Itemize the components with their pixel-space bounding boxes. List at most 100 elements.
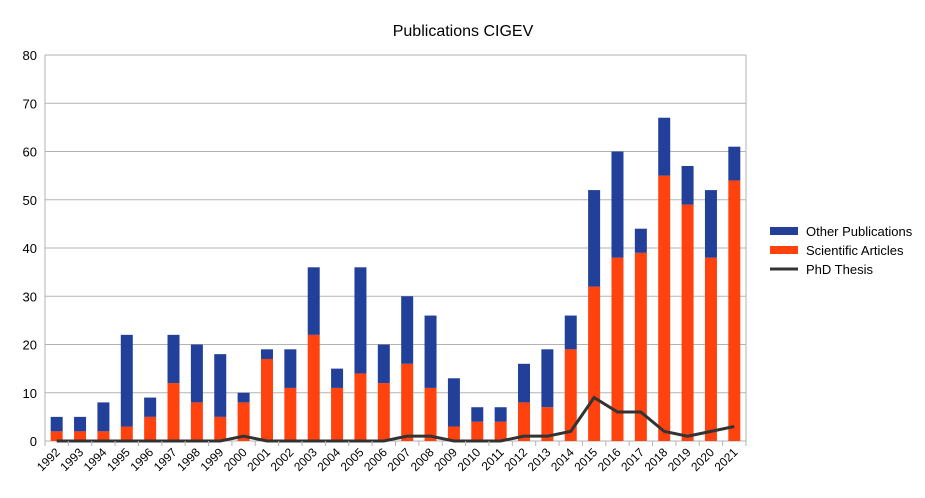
x-tick-label: 2001 [244,445,273,474]
bar-other-publications [190,344,203,403]
bar-scientific-articles [50,431,63,441]
bar-scientific-articles [377,383,390,441]
bar-scientific-articles [74,431,87,441]
bar-other-publications [50,416,63,432]
bar-scientific-articles [167,383,180,441]
bar-other-publications [214,354,227,417]
x-tick-label: 1995 [104,445,133,474]
y-tick-label: 10 [23,386,37,401]
bar-other-publications [471,407,484,422]
bar-other-publications [401,296,414,364]
bar-scientific-articles [704,257,717,441]
y-tick-label: 50 [23,193,37,208]
x-tick-label: 2013 [525,445,554,474]
bar-other-publications [447,378,460,427]
y-tick-label: 20 [23,338,37,353]
bar-scientific-articles [284,387,297,441]
x-tick-label: 1993 [57,445,86,474]
y-tick-label: 80 [23,48,37,63]
bar-other-publications [120,334,133,427]
bar-other-publications [681,165,694,205]
bar-scientific-articles [588,286,601,441]
bar-scientific-articles [471,421,484,441]
x-tick-label: 2018 [642,445,671,474]
bar-other-publications [704,190,717,258]
x-tick-label: 2017 [618,445,647,474]
bar-scientific-articles [214,416,227,441]
x-tick-label: 2021 [712,445,741,474]
x-tick-label: 1999 [198,445,227,474]
bar-other-publications [331,368,344,388]
bar-other-publications [237,392,250,403]
bar-other-publications [494,407,507,422]
legend-label: Scientific Articles [806,243,904,258]
bar-scientific-articles [144,416,157,441]
bar-scientific-articles [541,407,554,441]
y-tick-label: 0 [30,434,37,449]
legend-label: PhD Thesis [806,262,873,277]
bar-other-publications [144,397,157,417]
bar-scientific-articles [634,252,647,441]
bar-scientific-articles [307,334,320,441]
x-tick-label: 1997 [151,445,180,474]
bar-scientific-articles [611,257,624,441]
bar-scientific-articles [260,358,273,441]
bar-scientific-articles [658,175,671,441]
x-tick-label: 1996 [127,445,156,474]
bar-scientific-articles [447,426,460,441]
bar-other-publications [167,334,180,384]
bar-other-publications [541,349,554,408]
bar-scientific-articles [120,426,133,441]
y-tick-label: 40 [23,241,37,256]
bar-other-publications [634,228,647,253]
x-tick-label: 2010 [455,445,484,474]
bar-scientific-articles [518,402,531,441]
legend-label: Other Publications [806,224,913,239]
bar-other-publications [518,363,531,403]
bar-other-publications [260,349,273,359]
bar-other-publications [564,315,577,350]
bar-other-publications [284,349,297,388]
x-tick-label: 2020 [688,445,717,474]
bar-other-publications [377,344,390,384]
bar-scientific-articles [354,373,367,441]
bar-scientific-articles [494,421,507,441]
x-tick-label: 2019 [665,445,694,474]
y-tick-label: 30 [23,289,37,304]
bar-scientific-articles [237,402,250,441]
bar-scientific-articles [728,180,741,441]
bar-other-publications [74,416,87,432]
bar-other-publications [658,117,671,176]
bar-scientific-articles [401,363,414,441]
bar-other-publications [728,146,741,181]
y-tick-label: 70 [23,96,37,111]
bar-scientific-articles [190,402,203,441]
x-tick-label: 2014 [548,445,577,474]
x-tick-label: 2011 [479,445,507,473]
x-tick-label: 2008 [408,445,437,474]
y-tick-label: 60 [23,145,37,160]
bar-scientific-articles [564,349,577,441]
x-tick-label: 2015 [571,445,600,474]
x-tick-label: 2003 [291,445,320,474]
x-tick-label: 2002 [268,445,297,474]
bar-other-publications [97,402,110,432]
x-tick-label: 2004 [314,445,343,474]
x-tick-label: 2016 [595,445,624,474]
x-tick-label: 2005 [338,445,367,474]
x-tick-label: 2006 [361,445,390,474]
bar-other-publications [588,190,601,287]
bar-other-publications [354,267,367,374]
bar-other-publications [307,267,320,335]
line-phd-thesis [56,395,735,443]
x-tick-label: 2012 [501,445,530,474]
x-tick-label: 2000 [221,445,250,474]
bar-scientific-articles [97,431,110,441]
x-tick-label: 2007 [385,445,414,474]
bar-other-publications [424,315,437,388]
legend-swatch [770,227,798,235]
bar-scientific-articles [424,387,437,441]
x-tick-label: 1992 [34,445,63,474]
x-tick-label: 1994 [81,445,110,474]
